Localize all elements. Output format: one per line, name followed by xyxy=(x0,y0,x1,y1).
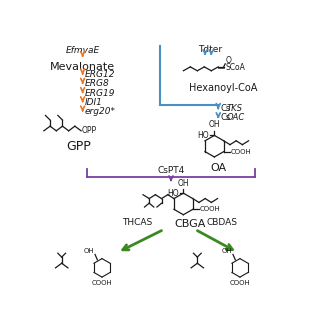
Text: IDI1: IDI1 xyxy=(85,98,103,107)
Text: HO: HO xyxy=(197,131,209,140)
Text: CBGA: CBGA xyxy=(174,219,205,229)
Text: COOH: COOH xyxy=(92,280,112,286)
Text: OH: OH xyxy=(178,179,189,188)
Text: CsPT4: CsPT4 xyxy=(157,166,185,175)
Text: OA: OA xyxy=(210,163,226,173)
Text: ERG19: ERG19 xyxy=(85,89,116,98)
Text: OPP: OPP xyxy=(82,126,97,135)
Text: CBDAS: CBDAS xyxy=(207,218,238,227)
Text: OH: OH xyxy=(209,120,220,129)
Text: OH: OH xyxy=(84,248,94,254)
Text: COOH: COOH xyxy=(229,280,250,286)
Text: THCAS: THCAS xyxy=(122,218,152,227)
Text: SCoA: SCoA xyxy=(225,63,245,72)
Text: GPP: GPP xyxy=(66,140,91,153)
Text: OH: OH xyxy=(221,248,232,254)
Text: COOH: COOH xyxy=(200,206,220,212)
Text: EfmvaE: EfmvaE xyxy=(66,46,100,55)
Text: erg20*: erg20* xyxy=(85,107,116,116)
Text: Cs: Cs xyxy=(220,104,231,113)
Text: Mevalonate: Mevalonate xyxy=(50,61,115,71)
Text: TKS: TKS xyxy=(227,104,243,113)
Text: Cs: Cs xyxy=(220,113,231,122)
Text: O: O xyxy=(225,56,231,65)
Text: ERG12: ERG12 xyxy=(85,70,116,79)
Text: Tdter: Tdter xyxy=(198,44,223,53)
Text: ERG8: ERG8 xyxy=(85,79,110,88)
Text: Hexanoyl-CoA: Hexanoyl-CoA xyxy=(189,83,258,93)
Text: OAC: OAC xyxy=(227,113,245,122)
Text: COOH: COOH xyxy=(231,148,252,155)
Text: HO: HO xyxy=(167,189,179,198)
